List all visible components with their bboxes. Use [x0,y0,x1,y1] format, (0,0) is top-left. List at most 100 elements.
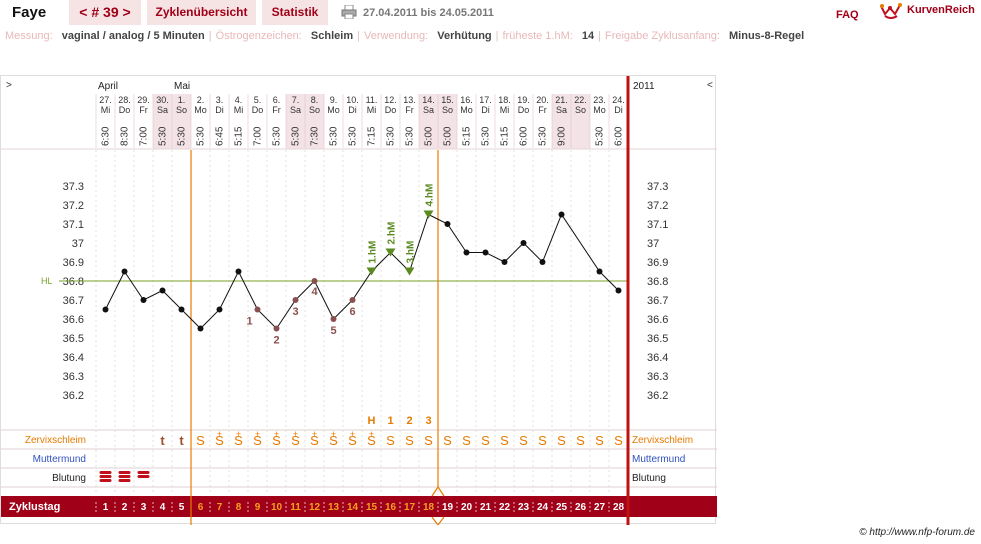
info-separator: | [495,30,499,42]
tab-cycle-overview[interactable]: Zyklenübersicht [147,0,256,25]
cycle-day-number: 26 [575,502,587,513]
temperature-point-high [385,248,396,257]
cycle-day-number: 21 [480,502,492,513]
day-date: 22. [574,95,587,105]
mucus-plus: + [369,429,374,439]
cycle-day-number: 12 [309,502,321,513]
mucus-symbol: S [405,433,414,448]
measure-time: 6:00 [519,126,530,146]
day-weekday: Sa [157,105,168,115]
day-date: 10. [346,95,359,105]
y-tick-left: 36.6 [63,314,84,326]
bleeding-mark [137,475,150,478]
y-tick-left: 37.3 [63,181,84,193]
info-value: vaginal / analog / 5 Minuten [61,30,205,42]
day-weekday: Do [252,105,264,115]
low-temp-label: 6 [349,306,355,318]
measure-time: 9:00 [557,126,568,146]
low-temp-label: 4 [311,286,318,298]
temperature-point [311,278,318,284]
day-date: 4. [235,95,243,105]
mucus-symbol: S [234,433,243,448]
row-label-right-bleeding: Blutung [632,473,666,484]
temperature-point [330,316,337,322]
day-date: 20. [536,95,549,105]
measure-time: 5:15 [234,126,245,146]
hl-label: HL [41,276,53,286]
temperature-point [292,297,299,303]
day-date: 9. [330,95,338,105]
mucus-symbol: S [462,433,471,448]
y-tick-right: 36.8 [647,276,668,288]
low-temp-label: 2 [273,335,279,347]
day-date: 11. [366,95,378,105]
bleeding-mark [99,471,112,474]
high-temp-label: 4.hM [425,184,436,207]
day-weekday: Mo [327,105,340,115]
day-date: 8. [311,95,319,105]
day-date: 27. [99,95,112,105]
date-range: 27.04.2011 bis 24.05.2011 [363,7,494,19]
day-weekday: Sa [423,105,434,115]
day-weekday: Fr [538,105,547,115]
mucus-symbol: S [348,433,357,448]
row-label-cervix: Zervixschleim [25,435,86,446]
info-value: Minus-8-Regel [729,30,805,42]
cycle-day-number: 20 [461,502,473,513]
measure-time: 5:30 [177,126,188,146]
cycleday-band [1,496,717,517]
measure-time: 7:00 [139,126,150,146]
logo-text[interactable]: KurvenReich [907,4,975,16]
measure-time: 5:15 [462,126,473,146]
printer-icon[interactable] [341,4,357,20]
y-tick-left: 37 [72,238,84,250]
temperature-point-high [423,210,434,219]
mucus-plus: + [331,429,336,439]
cycle-number-nav[interactable]: < # 39 > [69,0,141,25]
cycle-day-number: 5 [179,502,185,513]
day-weekday: Mi [500,105,510,115]
temperature-point [235,268,242,275]
info-label: Verwendung: [363,30,432,42]
temperature-point [254,306,261,313]
measure-time: 5:00 [443,126,454,146]
y-tick-left: 37.1 [63,219,84,231]
bleeding-mark [99,475,112,478]
chart-nav-right[interactable]: < [707,80,713,91]
cycle-day-number: 27 [594,502,606,513]
y-tick-right: 36.5 [647,333,668,345]
measure-time: 5:00 [424,126,435,146]
peak-mark: 1 [387,415,393,427]
day-date: 16. [460,95,473,105]
cycle-info-line: Messung: vaginal / analog / 5 Minuten | Ös… [5,30,804,42]
high-temp-label: 2.hM [387,222,398,245]
mucus-symbol: S [481,433,490,448]
day-weekday: So [176,105,187,115]
temperature-point [520,240,527,246]
mucus-symbol: S [215,433,224,448]
y-tick-left: 37.2 [63,200,84,212]
weekend-shade [286,94,305,149]
kurvenreich-logo-icon[interactable] [879,2,903,23]
day-weekday: Mo [460,105,473,115]
y-tick-right: 36.9 [647,257,668,269]
info-value: 14 [581,30,595,42]
mucus-plus: + [255,429,260,439]
info-label: Freigabe Zyklusanfang: [604,30,723,42]
measure-time: 7:00 [253,126,264,146]
temperature-point [102,306,109,313]
mucus-symbol: S [538,433,547,448]
tab-statistics[interactable]: Statistik [262,0,328,25]
chart-nav-left[interactable]: > [6,80,12,91]
cycle-day-number: 9 [255,502,261,513]
faq-link[interactable]: FAQ [836,9,859,21]
temperature-point [178,306,185,313]
info-label: Östrogenzeichen: [215,30,305,42]
day-date: 6. [273,95,281,105]
y-tick-left: 36.5 [63,333,84,345]
day-weekday: Mi [234,105,244,115]
mucus-plus: + [217,429,222,439]
temperature-point [501,259,508,265]
measure-time: 5:30 [595,126,606,146]
mucus-plus: + [236,429,241,439]
